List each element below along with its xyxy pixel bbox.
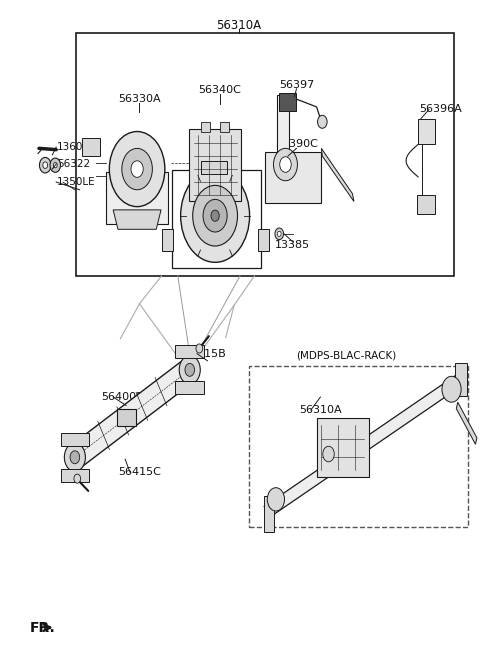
Bar xyxy=(418,119,435,145)
Bar xyxy=(258,228,269,251)
Bar xyxy=(201,161,227,173)
Text: 56330A: 56330A xyxy=(118,94,161,104)
Circle shape xyxy=(442,376,461,402)
Circle shape xyxy=(70,451,80,464)
Text: 1360CF: 1360CF xyxy=(57,142,97,152)
Circle shape xyxy=(50,158,60,173)
Text: 13385: 13385 xyxy=(275,241,310,251)
Bar xyxy=(60,433,89,446)
Bar xyxy=(201,122,210,132)
Polygon shape xyxy=(264,374,462,518)
Bar xyxy=(456,363,468,396)
Bar xyxy=(277,95,289,160)
Circle shape xyxy=(43,162,48,169)
Bar xyxy=(117,410,136,426)
Polygon shape xyxy=(322,149,354,201)
Polygon shape xyxy=(113,210,161,229)
Bar xyxy=(106,173,168,224)
Bar xyxy=(76,33,455,276)
Bar xyxy=(417,195,435,214)
Bar xyxy=(279,93,297,111)
Bar xyxy=(162,228,173,251)
Bar xyxy=(249,366,468,526)
Circle shape xyxy=(275,228,284,239)
Circle shape xyxy=(318,116,327,129)
Circle shape xyxy=(53,163,57,168)
Circle shape xyxy=(74,474,81,483)
Bar xyxy=(264,496,275,532)
Text: 56390C: 56390C xyxy=(275,140,318,149)
Bar xyxy=(175,345,204,358)
Circle shape xyxy=(179,356,200,384)
Circle shape xyxy=(64,443,85,472)
Text: (MDPS-BLAC-RACK): (MDPS-BLAC-RACK) xyxy=(297,350,397,361)
Text: FR.: FR. xyxy=(29,620,55,635)
Text: 56310A: 56310A xyxy=(216,19,262,32)
Circle shape xyxy=(267,487,285,511)
Circle shape xyxy=(323,447,334,462)
Text: 56340C: 56340C xyxy=(198,85,241,95)
Text: 56397: 56397 xyxy=(279,80,314,90)
Circle shape xyxy=(185,363,194,376)
Circle shape xyxy=(203,199,227,232)
Text: 56415B: 56415B xyxy=(183,349,226,359)
Text: 1350LE: 1350LE xyxy=(57,177,96,187)
Text: 56396A: 56396A xyxy=(420,104,462,114)
Text: 56310A: 56310A xyxy=(299,405,342,415)
Bar xyxy=(220,122,229,132)
Circle shape xyxy=(196,344,203,353)
Circle shape xyxy=(274,149,298,180)
Bar xyxy=(189,129,241,201)
Bar xyxy=(265,152,322,203)
Circle shape xyxy=(211,210,219,221)
Text: 56322: 56322 xyxy=(57,159,90,169)
Text: 56400B: 56400B xyxy=(101,392,144,402)
Bar xyxy=(60,469,89,482)
Bar xyxy=(317,419,369,476)
Text: 56415C: 56415C xyxy=(118,467,161,477)
Bar xyxy=(175,382,204,395)
Bar xyxy=(172,171,261,267)
Circle shape xyxy=(280,157,291,173)
Circle shape xyxy=(39,158,51,173)
Circle shape xyxy=(180,169,250,262)
Circle shape xyxy=(122,149,152,190)
Circle shape xyxy=(277,231,281,236)
Bar xyxy=(82,138,100,156)
Polygon shape xyxy=(456,402,477,445)
Polygon shape xyxy=(70,358,194,469)
Circle shape xyxy=(192,186,238,246)
Circle shape xyxy=(131,161,143,177)
Circle shape xyxy=(109,132,165,206)
